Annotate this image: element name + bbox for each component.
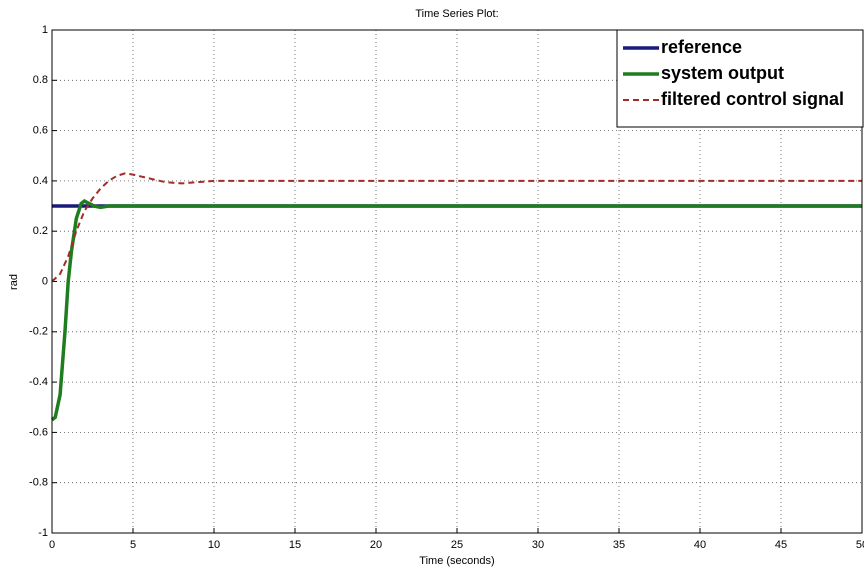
y-tick-label: -1 <box>38 527 48 539</box>
x-tick-label: 15 <box>289 539 301 551</box>
series-line <box>51 172 862 283</box>
y-tick-label: 1 <box>42 24 48 36</box>
x-tick-label: 45 <box>775 539 787 551</box>
y-axis-label: rad <box>8 274 20 290</box>
series-line <box>50 198 862 422</box>
x-tick-label: 0 <box>49 539 55 551</box>
x-tick-label: 5 <box>130 539 136 551</box>
x-tick-label: 10 <box>208 539 220 551</box>
plot-frame <box>51 29 863 534</box>
y-tick-label: 0 <box>42 275 48 287</box>
x-axis-label: Time (seconds) <box>419 555 494 567</box>
y-tick-label: -0.2 <box>29 326 48 338</box>
x-tick-label: 20 <box>370 539 382 551</box>
y-tick-label: -0.6 <box>29 426 48 438</box>
y-tick-label: -0.8 <box>29 477 48 489</box>
x-tick-label: 30 <box>532 539 544 551</box>
y-tick-label: 0.6 <box>33 125 48 137</box>
y-tick-label: 0.2 <box>33 225 48 237</box>
legend-box <box>616 29 864 128</box>
y-tick-label: 0.4 <box>33 175 48 187</box>
legend-label: system output <box>661 63 784 83</box>
legend-label: filtered control signal <box>661 89 844 109</box>
legend-label: reference <box>661 37 742 57</box>
x-tick-label: 25 <box>451 539 463 551</box>
y-tick-label: 0.8 <box>33 74 48 86</box>
x-tick-label: 50 <box>856 539 864 551</box>
x-tick-label: 35 <box>613 539 625 551</box>
y-tick-label: -0.4 <box>29 376 48 388</box>
chart-title: Time Series Plot: <box>415 8 498 20</box>
x-tick-label: 40 <box>694 539 706 551</box>
